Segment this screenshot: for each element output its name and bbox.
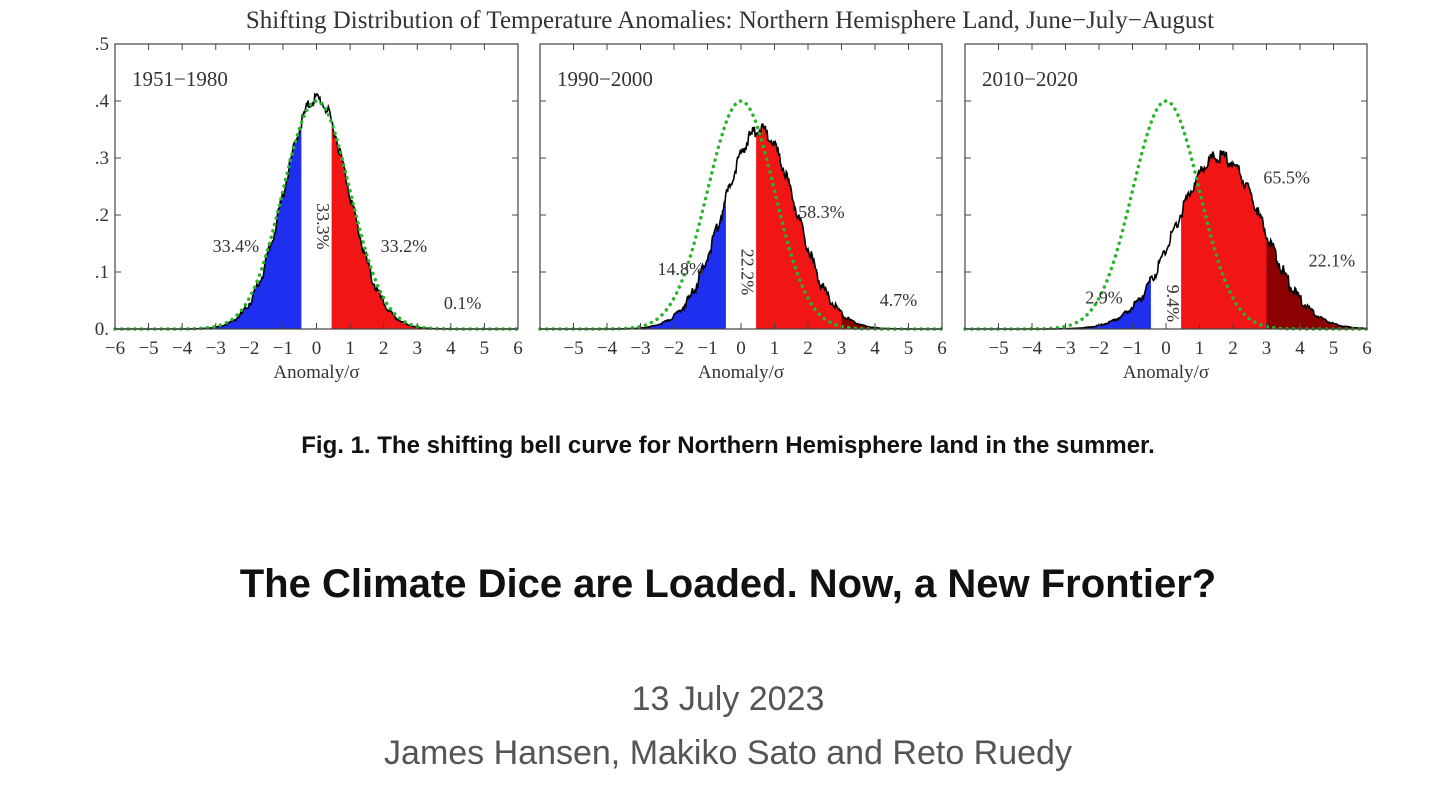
chart-panel-3: −5 −4 −3 −2 −1 0 1 2 3 4 5 6 Anomaly/σ 2010−2020 2.9% 9… xyxy=(963,43,1372,383)
x-tick-label: −5 xyxy=(563,338,583,359)
x-tick-label: −1 xyxy=(273,338,293,359)
x-tick-label: 6 xyxy=(1362,338,1372,359)
percentage-annotation: 33.4% xyxy=(213,236,260,256)
y-tick-label: 0. xyxy=(95,319,109,340)
warm-region-3 xyxy=(1181,151,1267,329)
x-axis-label: Anomaly/σ xyxy=(1123,362,1209,383)
x-tick-label: 2 xyxy=(803,338,813,359)
x-tick-label: −5 xyxy=(988,338,1008,359)
x-tick-label: −3 xyxy=(630,338,650,359)
x-tick-label: 3 xyxy=(413,338,423,359)
article-headline: The Climate Dice are Loaded. Now, a New … xyxy=(239,562,1217,606)
percentage-annotation: 22.1% xyxy=(1309,250,1356,270)
panel-period-label: 1951−1980 xyxy=(132,67,228,91)
extreme-region-2 xyxy=(841,311,942,329)
x-tick-label: −2 xyxy=(664,338,684,359)
chart-panel-2: −5 −4 −3 −2 −1 0 1 2 3 4 5 6 Anomaly/σ 1990−2000 14.8%… xyxy=(538,43,947,383)
cold-region-2 xyxy=(540,192,726,329)
x-tick-label: 6 xyxy=(513,338,523,359)
x-tick-label: 4 xyxy=(1295,338,1305,359)
y-tick-label: .4 xyxy=(95,91,110,112)
x-tick-label: 0 xyxy=(312,338,322,359)
panel-period-label: 2010−2020 xyxy=(982,67,1078,91)
cold-region-1 xyxy=(115,127,302,330)
x-tick-label: 5 xyxy=(904,338,914,359)
percentage-annotation: 33.2% xyxy=(381,236,428,256)
x-tick-label: −4 xyxy=(597,338,618,359)
y-tick-label: .5 xyxy=(95,34,109,55)
percentage-annotation: 9.4% xyxy=(1163,285,1183,323)
x-tick-label: −4 xyxy=(1022,338,1043,359)
x-tick-label: 5 xyxy=(480,338,490,359)
percentage-annotation: 2.9% xyxy=(1085,287,1123,307)
x-tick-label: 0 xyxy=(736,338,746,359)
percentage-annotation: 0.1% xyxy=(444,293,482,313)
x-tick-label: −5 xyxy=(138,338,158,359)
x-tick-label: 3 xyxy=(1262,338,1272,359)
x-axis-label: Anomaly/σ xyxy=(273,362,359,383)
x-tick-label: 1 xyxy=(1195,338,1205,359)
percentage-annotation: 22.2% xyxy=(738,249,758,296)
x-tick-label: −1 xyxy=(697,338,717,359)
percentage-annotation: 4.7% xyxy=(880,290,918,310)
warm-region-2 xyxy=(756,124,842,329)
x-tick-label: 1 xyxy=(345,338,355,359)
extreme-region-3 xyxy=(1266,238,1367,329)
y-tick-label: .2 xyxy=(95,205,109,226)
x-tick-label: −3 xyxy=(206,338,226,359)
x-tick-label: −1 xyxy=(1122,338,1142,359)
figure-caption: Fig. 1. The shifting bell curve for Nort… xyxy=(301,432,1155,459)
x-tick-label: 6 xyxy=(937,338,947,359)
x-tick-label: 2 xyxy=(1228,338,1238,359)
x-tick-label: 4 xyxy=(446,338,456,359)
x-tick-label: −2 xyxy=(239,338,259,359)
cold-region-3 xyxy=(965,276,1151,329)
x-axis-label: Anomaly/σ xyxy=(698,362,784,383)
x-tick-label: −6 xyxy=(105,338,125,359)
publication-date: 13 July 2023 xyxy=(631,680,825,718)
x-tick-label: 2 xyxy=(379,338,389,359)
chart-panel-1: −6 −5 −4 −3 −2 −1 0 1 2 3 4 5 6 0. .1 .2 .3 .4 .5 Anomaly/σ… xyxy=(95,34,523,383)
temperature-anomaly-figure: Shifting Distribution of Temperature Ano… xyxy=(95,7,1372,383)
percentage-annotation: 14.8% xyxy=(657,259,704,279)
x-tick-label: 4 xyxy=(870,338,880,359)
x-tick-label: −3 xyxy=(1055,338,1075,359)
percentage-annotation: 58.3% xyxy=(798,202,845,222)
article-authors: James Hansen, Makiko Sato and Reto Ruedy xyxy=(384,734,1072,772)
x-tick-label: 3 xyxy=(837,338,847,359)
x-tick-label: 5 xyxy=(1329,338,1339,359)
percentage-annotation: 33.3% xyxy=(313,203,333,250)
x-tick-label: −2 xyxy=(1089,338,1109,359)
x-tick-label: 0 xyxy=(1161,338,1171,359)
y-tick-label: .3 xyxy=(95,148,109,169)
x-tick-label: −4 xyxy=(172,338,193,359)
figure-title: Shifting Distribution of Temperature Ano… xyxy=(246,7,1214,34)
percentage-annotation: 65.5% xyxy=(1263,168,1310,188)
x-tick-label: 1 xyxy=(770,338,780,359)
panel-period-label: 1990−2000 xyxy=(557,67,653,91)
warm-region-1 xyxy=(331,121,418,329)
y-tick-label: .1 xyxy=(95,262,109,283)
